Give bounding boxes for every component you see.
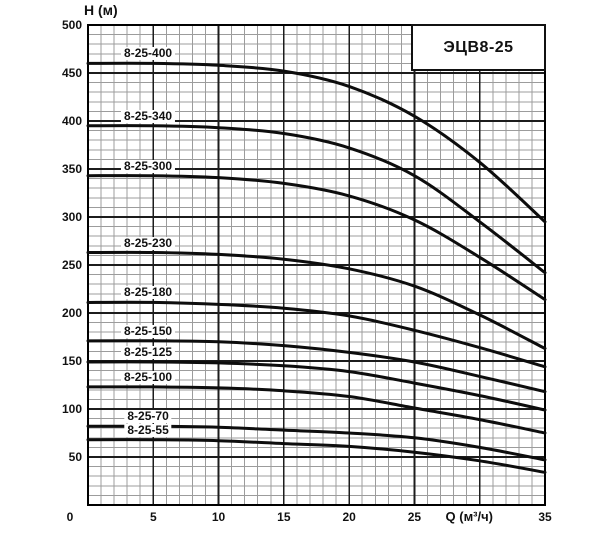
x-tick-label-20: 20 (342, 510, 356, 524)
curve-8-25-55 (86, 438, 547, 474)
chart-title-box: ЭЦВ8-25 (411, 24, 546, 71)
y-tick-label-150: 150 (61, 354, 82, 368)
curve-8-25-150 (86, 339, 547, 394)
curve-8-25-180 (86, 300, 547, 369)
x-tick-label-5: 5 (149, 510, 157, 524)
y-tick-label-400: 400 (61, 114, 82, 128)
y-tick-label-500: 500 (61, 18, 82, 32)
x-tick-label-35: 35 (538, 510, 552, 524)
curve-label-8-25-55: 8-25-55 (124, 423, 172, 437)
curve-label-8-25-100: 8-25-100 (121, 370, 176, 384)
y-tick-label-300: 300 (61, 210, 82, 224)
curve-8-25-340 (86, 124, 547, 275)
y-axis-title: H (м) (84, 2, 118, 18)
curve-8-25-100 (86, 385, 547, 435)
plot-border (87, 24, 546, 506)
y-tick-label-250: 250 (61, 258, 82, 272)
curve-8-25-300 (86, 174, 547, 302)
x-tick-label-25: 25 (407, 510, 422, 524)
curve-8-25-400 (86, 61, 547, 224)
curve-label-8-25-230: 8-25-230 (121, 236, 176, 250)
curve-label-8-25-400: 8-25-400 (121, 47, 176, 61)
y-tick-label-450: 450 (61, 66, 82, 80)
curve-label-8-25-70: 8-25-70 (124, 410, 172, 424)
curve-8-25-125 (86, 360, 547, 412)
curve-label-8-25-125: 8-25-125 (121, 345, 176, 359)
curve-label-8-25-150: 8-25-150 (121, 324, 176, 338)
y-tick-label-350: 350 (61, 162, 82, 176)
y-tick-label-50: 50 (68, 450, 82, 464)
curve-label-8-25-180: 8-25-180 (121, 286, 176, 300)
y-tick-label-200: 200 (61, 306, 82, 320)
x-tick-label-10: 10 (211, 510, 226, 524)
curve-label-8-25-340: 8-25-340 (121, 109, 176, 123)
x-tick-label-15: 15 (277, 510, 291, 524)
x-tick-label-0: 0 (66, 510, 74, 524)
curve-8-25-230 (86, 250, 547, 350)
x-axis-title: Q (м³/ч) (445, 509, 494, 524)
y-tick-label-100: 100 (61, 402, 82, 416)
curve-label-8-25-300: 8-25-300 (121, 159, 176, 173)
